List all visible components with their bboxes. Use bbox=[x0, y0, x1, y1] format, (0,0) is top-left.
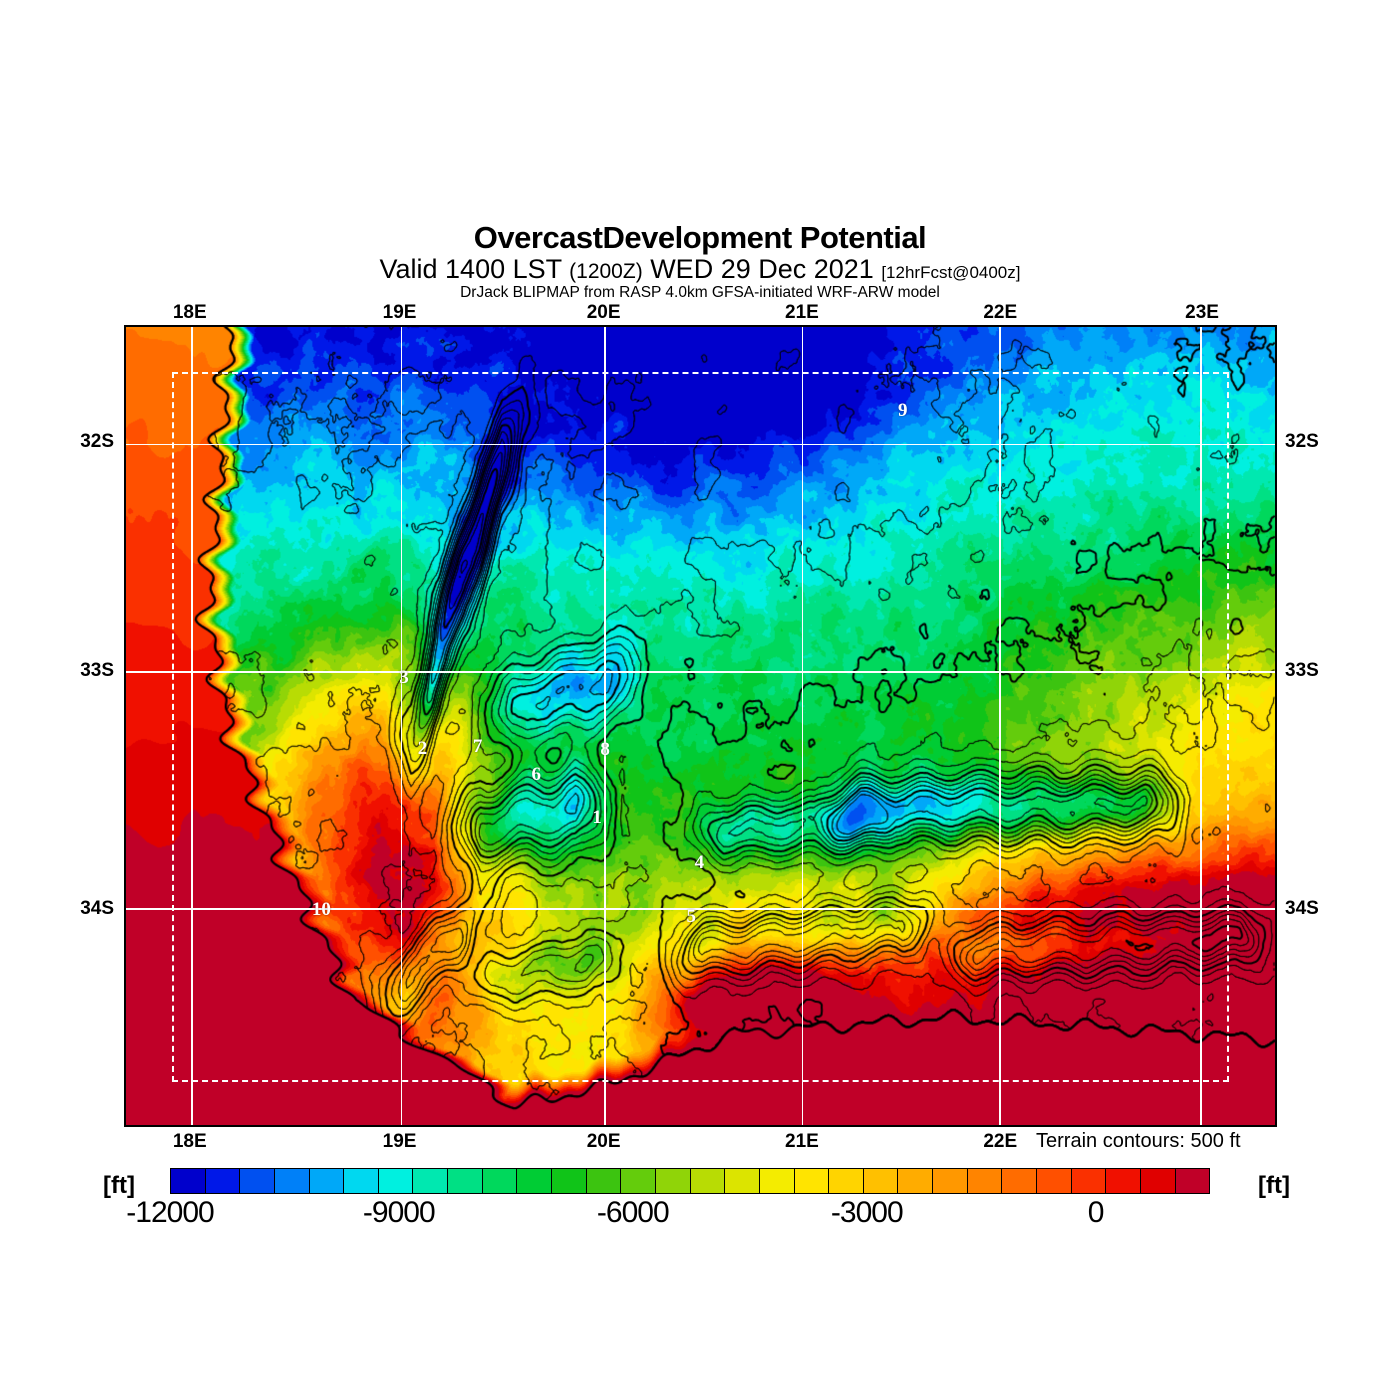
waypoint-5[interactable]: 5 bbox=[686, 905, 697, 927]
colorbar-swatch-2 bbox=[240, 1169, 275, 1193]
colorbar-swatch-16 bbox=[725, 1169, 760, 1193]
colorbar-swatch-22 bbox=[933, 1169, 968, 1193]
colorbar-swatch-18 bbox=[794, 1169, 830, 1193]
lon-label-top-23E: 23E bbox=[1185, 302, 1219, 323]
colorbar-swatch-23 bbox=[967, 1169, 1003, 1193]
lon-label-top-18E: 18E bbox=[172, 302, 207, 323]
lon-label-top-21E: 21E bbox=[785, 302, 819, 323]
lon-label-top-20E: 20E bbox=[586, 302, 621, 323]
colorbar-swatch-28 bbox=[1140, 1169, 1176, 1193]
valid-time-line: Valid 1400 LST (1200Z) WED 29 Dec 2021 [… bbox=[0, 255, 1400, 283]
waypoint-9[interactable]: 9 bbox=[897, 399, 908, 421]
meridian-18E bbox=[191, 327, 194, 1125]
forecast-tag: [12hrFcst@0400z] bbox=[881, 263, 1021, 282]
colorbar-swatch-0 bbox=[171, 1169, 206, 1193]
colorbar-swatch-8 bbox=[448, 1169, 483, 1193]
lon-label-top-19E: 19E bbox=[382, 302, 417, 323]
colorbar-swatch-11 bbox=[552, 1169, 587, 1193]
valid-zulu: (1200Z) bbox=[569, 260, 643, 283]
colorbar-swatch-6 bbox=[378, 1169, 414, 1193]
lat-label-right-32S: 32S bbox=[1285, 431, 1319, 453]
colorbar-swatch-26 bbox=[1071, 1169, 1107, 1193]
colorbar-swatch-5 bbox=[344, 1169, 379, 1193]
meridian-22E bbox=[999, 327, 1001, 1125]
header-block: OvercastDevelopment Potential Valid 1400… bbox=[0, 222, 1400, 302]
waypoint-3[interactable]: 3 bbox=[399, 667, 409, 689]
colorbar-swatch-10 bbox=[517, 1169, 553, 1193]
lat-label-left-33S: 33S bbox=[80, 659, 114, 681]
lat-label-right-33S: 33S bbox=[1285, 659, 1319, 681]
colorbar-swatch-25 bbox=[1037, 1169, 1072, 1193]
lon-label-bottom-21E: 21E bbox=[785, 1131, 819, 1152]
waypoint-2[interactable]: 2 bbox=[417, 738, 428, 760]
colorbar-swatch-19 bbox=[829, 1169, 864, 1193]
colorbar[interactable] bbox=[170, 1168, 1210, 1194]
lon-label-bottom-18E: 18E bbox=[172, 1131, 207, 1152]
colorbar-swatch-12 bbox=[586, 1169, 622, 1193]
parallel-34S bbox=[126, 907, 1275, 910]
meridian-21E bbox=[801, 327, 804, 1125]
colorbar-swatch-9 bbox=[482, 1169, 518, 1193]
colorbar-swatch-15 bbox=[690, 1169, 726, 1193]
lat-label-right-34S: 34S bbox=[1285, 897, 1319, 919]
map-raster bbox=[126, 327, 1275, 1125]
lon-label-bottom-19E: 19E bbox=[382, 1131, 417, 1152]
colorbar-swatch-17 bbox=[759, 1169, 795, 1193]
colorbar-swatch-27 bbox=[1106, 1169, 1141, 1193]
colorbar-swatch-7 bbox=[413, 1169, 449, 1193]
colorbar-swatch-20 bbox=[863, 1169, 899, 1193]
lat-label-left-32S: 32S bbox=[80, 431, 114, 453]
valid-date: WED 29 Dec 2021 bbox=[650, 254, 874, 284]
forecast-map[interactable]: 1 2 3 4 5 6 7 8 9 10 bbox=[124, 325, 1277, 1127]
waypoint-1[interactable]: 1 bbox=[592, 806, 602, 828]
lat-label-left-34S: 34S bbox=[80, 897, 114, 919]
waypoint-10[interactable]: 10 bbox=[311, 898, 331, 920]
colorbar-unit-right: [ft] bbox=[1258, 1172, 1290, 1199]
colorbar-swatch-29 bbox=[1175, 1169, 1210, 1193]
colorbar-tick-2: -6000 bbox=[596, 1196, 670, 1229]
meridian-23E bbox=[1200, 327, 1202, 1125]
colorbar-swatch-24 bbox=[1002, 1169, 1038, 1193]
colorbar-swatch-4 bbox=[309, 1169, 345, 1193]
lon-label-bottom-22E: 22E bbox=[983, 1131, 1018, 1152]
waypoint-7[interactable]: 7 bbox=[472, 735, 483, 757]
lon-label-top-22E: 22E bbox=[983, 302, 1018, 323]
colorbar-swatch-1 bbox=[205, 1169, 241, 1193]
forecast-domain-box bbox=[171, 371, 1230, 1082]
parallel-32S bbox=[126, 443, 1275, 446]
waypoint-4[interactable]: 4 bbox=[694, 852, 705, 874]
colorbar-unit-left: [ft] bbox=[103, 1172, 135, 1199]
lon-label-bottom-20E: 20E bbox=[586, 1131, 621, 1152]
model-credit: DrJack BLIPMAP from RASP 4.0km GFSA-init… bbox=[460, 284, 940, 302]
parallel-33S bbox=[126, 670, 1275, 673]
meridian-20E bbox=[603, 327, 606, 1125]
colorbar-tick-1: -9000 bbox=[362, 1196, 436, 1229]
valid-prefix: Valid 1400 LST bbox=[379, 254, 562, 284]
meridian-19E bbox=[400, 327, 403, 1125]
colorbar-tick-3: -3000 bbox=[830, 1196, 904, 1229]
terrain-contour-note: Terrain contours: 500 ft bbox=[1036, 1130, 1241, 1152]
colorbar-swatch-13 bbox=[621, 1169, 656, 1193]
page-title: OvercastDevelopment Potential bbox=[473, 220, 927, 255]
waypoint-8[interactable]: 8 bbox=[600, 738, 610, 760]
colorbar-swatch-14 bbox=[655, 1169, 691, 1193]
colorbar-tick-4: 0 bbox=[1087, 1196, 1105, 1229]
colorbar-swatch-21 bbox=[898, 1169, 934, 1193]
colorbar-tick-0: -12000 bbox=[126, 1196, 214, 1229]
colorbar-swatch-3 bbox=[274, 1169, 310, 1193]
waypoint-6[interactable]: 6 bbox=[531, 764, 541, 786]
